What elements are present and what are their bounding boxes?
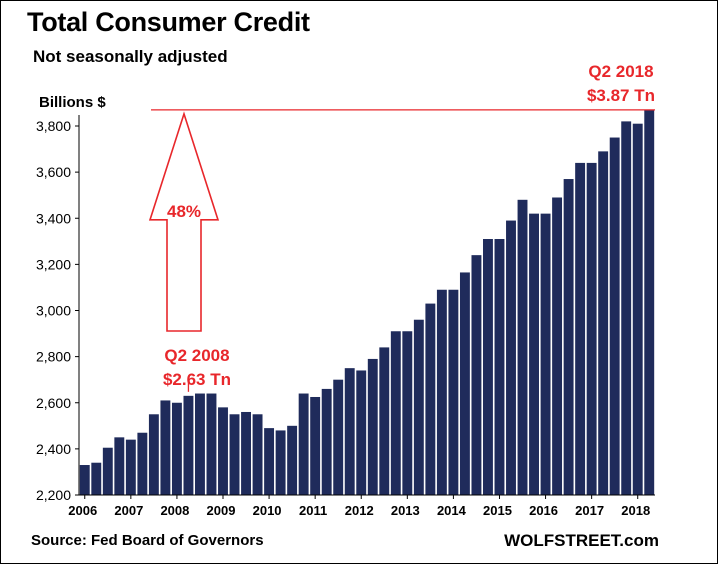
bar [183,395,194,495]
bar [529,213,539,495]
bar [632,123,643,495]
x-tick-label: 2012 [345,503,374,518]
chart-title: Total Consumer Credit [27,7,310,37]
peak-2018-value-label: $3.87 Tn [587,86,655,105]
x-tick-label: 2008 [160,503,189,518]
peak-2008-quarter-label: Q2 2008 [164,346,229,365]
x-axis: 2006 2007 2008 2009 2010 2011 2012 2013 2014 2015… [68,494,655,518]
y-tick-label: 3,400 [36,210,71,226]
bar [218,407,228,495]
bar [517,199,528,496]
x-tick-label: 2009 [207,503,236,518]
bar [241,411,251,495]
bar [275,430,286,495]
bar [125,439,136,495]
bar [575,162,586,495]
bar [413,319,424,495]
bar [471,255,482,495]
bar [563,179,574,495]
bar [91,462,102,495]
bar [540,213,551,495]
bar [621,121,632,495]
x-tick-label: 2013 [391,503,420,518]
bar [333,379,344,495]
x-tick-label: 2017 [575,503,604,518]
bar [598,151,609,495]
bar [459,272,470,495]
y-axis-label: Billions $ [39,94,106,111]
y-tick-label: 2,200 [36,487,71,503]
bar [137,432,148,495]
bar [195,393,205,495]
x-tick-label: 2016 [529,503,558,518]
peak-2018-quarter-label: Q2 2018 [588,62,653,81]
x-tick-label: 2011 [299,503,327,518]
bar [79,465,90,495]
y-axis: 2,200 2,400 2,600 2,800 3,000 3,200 3,400 3,600… [36,115,80,503]
growth-percentage-label: 48% [167,202,201,221]
bar [171,402,182,495]
bar [644,109,655,495]
y-tick-label: 2,600 [36,395,71,411]
x-tick-label: 2015 [483,503,512,518]
y-tick-label: 2,400 [36,441,71,457]
bar [287,425,298,495]
bar [160,400,171,495]
bar [114,437,125,495]
bar [448,289,459,495]
bar [206,393,217,495]
bar [344,368,355,495]
bar [252,414,263,495]
bar [506,220,516,495]
bars [79,109,655,496]
bar [229,414,240,495]
bar [310,396,321,495]
y-tick-label: 2,800 [36,349,71,365]
brand-logo-text: WOLFSTREET.com [504,531,659,550]
bar [609,137,620,495]
y-tick-label: 3,200 [36,256,71,272]
y-tick-label: 3,800 [36,118,71,134]
x-tick-label: 2010 [253,503,282,518]
bar [494,239,505,495]
bar [436,289,447,495]
x-tick-label: 2018 [621,503,650,518]
bar [390,331,401,495]
bar [264,428,275,495]
bar [379,347,390,495]
bar [356,370,367,495]
bar [483,239,493,495]
source-note: Source: Fed Board of Governors [31,532,264,549]
x-tick-label: 2014 [437,503,467,518]
bar [148,414,159,495]
growth-arrow-icon [148,111,220,332]
x-tick-label: 2007 [114,503,143,518]
bar [586,162,597,495]
bar [102,447,113,495]
annotations: 48% Q2 2008 $2.63 Tn Q2 2018 $3.87 Tn [148,62,655,392]
bar [552,197,563,495]
bar [367,358,378,495]
chart-subtitle: Not seasonally adjusted [33,47,228,66]
bar [402,331,413,495]
peak-2008-value-label: $2.63 Tn [163,370,231,389]
bar [321,388,332,495]
y-tick-label: 3,600 [36,164,71,180]
bar [298,393,309,495]
x-tick-label: 2006 [68,503,97,518]
y-tick-label: 3,000 [36,303,71,319]
bar [425,303,436,495]
